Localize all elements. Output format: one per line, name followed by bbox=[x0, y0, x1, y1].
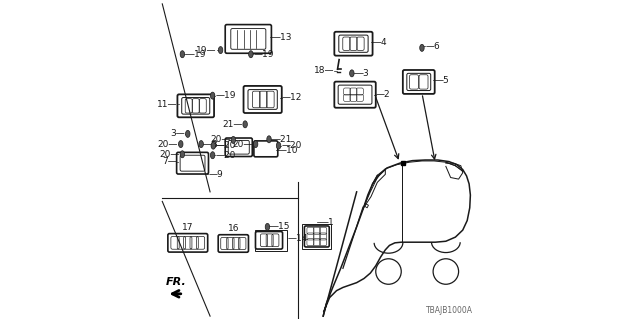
Ellipse shape bbox=[211, 142, 216, 149]
Ellipse shape bbox=[267, 136, 271, 143]
Ellipse shape bbox=[180, 51, 184, 58]
Text: —19: —19 bbox=[253, 50, 274, 59]
Ellipse shape bbox=[253, 140, 258, 148]
Text: —19: —19 bbox=[215, 91, 236, 100]
Text: —14: —14 bbox=[287, 234, 308, 243]
Text: 18—: 18— bbox=[314, 66, 334, 75]
Text: —9: —9 bbox=[209, 170, 223, 179]
Text: —15: —15 bbox=[270, 222, 291, 231]
Text: —13: —13 bbox=[271, 33, 292, 42]
Bar bbox=[255, 230, 287, 251]
Ellipse shape bbox=[179, 140, 183, 148]
Text: 19—: 19— bbox=[196, 45, 217, 55]
Text: 11—: 11— bbox=[157, 100, 177, 109]
Text: —1: —1 bbox=[320, 218, 335, 227]
Bar bbox=[303, 224, 331, 249]
Text: 8—: 8— bbox=[211, 141, 225, 150]
Text: 20—: 20— bbox=[233, 140, 253, 148]
Text: —3: —3 bbox=[355, 69, 370, 78]
Text: —5: —5 bbox=[435, 76, 449, 85]
Text: 21—: 21— bbox=[222, 120, 243, 129]
Ellipse shape bbox=[243, 121, 247, 128]
Text: —6: —6 bbox=[425, 42, 440, 51]
Text: —2: —2 bbox=[376, 90, 390, 99]
Ellipse shape bbox=[218, 47, 223, 53]
Text: —21: —21 bbox=[271, 135, 292, 144]
Ellipse shape bbox=[248, 51, 253, 58]
Ellipse shape bbox=[276, 142, 281, 149]
Text: —10: —10 bbox=[278, 146, 298, 155]
Ellipse shape bbox=[349, 70, 354, 77]
Ellipse shape bbox=[231, 136, 236, 143]
Ellipse shape bbox=[186, 130, 190, 137]
Text: 20—: 20— bbox=[157, 140, 177, 148]
Text: 17: 17 bbox=[182, 223, 193, 232]
Ellipse shape bbox=[180, 151, 184, 158]
Text: 3—: 3— bbox=[170, 129, 184, 138]
Text: —20: —20 bbox=[216, 141, 236, 150]
Text: —3: —3 bbox=[204, 140, 218, 148]
Text: —20: —20 bbox=[281, 141, 301, 150]
Ellipse shape bbox=[420, 44, 424, 51]
Text: TBAJB1000A: TBAJB1000A bbox=[426, 306, 473, 315]
Ellipse shape bbox=[211, 152, 215, 159]
Ellipse shape bbox=[211, 92, 215, 99]
Text: 7—: 7— bbox=[162, 157, 177, 166]
Text: —12: —12 bbox=[282, 93, 302, 102]
Text: —4: —4 bbox=[372, 38, 387, 47]
Text: —19: —19 bbox=[186, 50, 206, 59]
Text: 16: 16 bbox=[228, 224, 239, 233]
Text: 20—: 20— bbox=[159, 150, 180, 159]
Text: 20—: 20— bbox=[211, 135, 231, 144]
Ellipse shape bbox=[199, 140, 204, 148]
Text: —20: —20 bbox=[215, 151, 236, 160]
Ellipse shape bbox=[265, 223, 269, 230]
Text: FR.: FR. bbox=[166, 277, 186, 287]
